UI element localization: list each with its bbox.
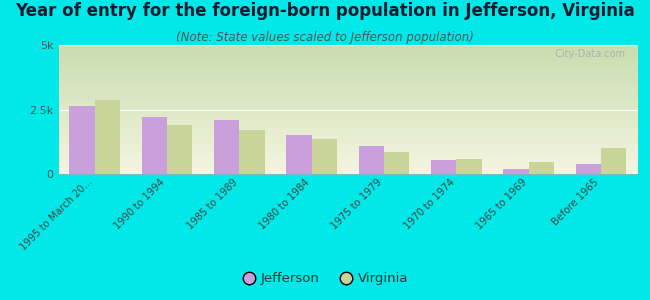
Text: Year of entry for the foreign-born population in Jefferson, Virginia: Year of entry for the foreign-born popul… [15, 2, 635, 20]
Bar [142, 117, 167, 174]
Bar [601, 148, 626, 174]
Bar [528, 162, 554, 174]
Bar [286, 135, 311, 174]
Bar [575, 164, 601, 174]
Bar [167, 125, 192, 174]
Bar [214, 120, 239, 174]
Bar [456, 159, 482, 174]
Legend: Jefferson, Virginia: Jefferson, Virginia [237, 267, 413, 290]
Bar [359, 146, 384, 174]
Bar [311, 139, 337, 174]
Bar [503, 169, 528, 174]
Bar [95, 100, 120, 174]
Text: (Note: State values scaled to Jefferson population): (Note: State values scaled to Jefferson … [176, 32, 474, 44]
Text: City-Data.com: City-Data.com [549, 49, 625, 59]
Bar [431, 160, 456, 174]
Bar [70, 106, 95, 174]
Bar [384, 152, 410, 174]
Bar [239, 130, 265, 174]
